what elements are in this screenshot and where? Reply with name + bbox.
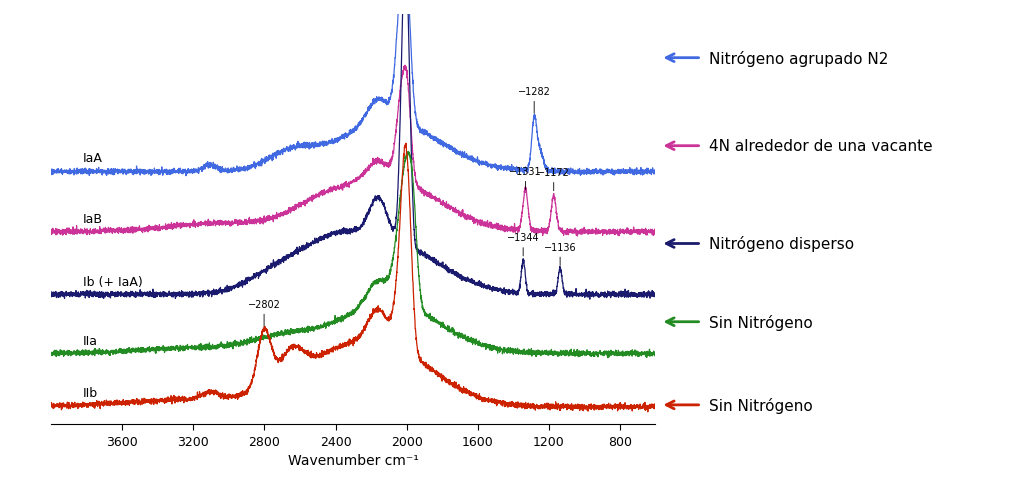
Text: −1331: −1331 (509, 166, 542, 190)
Text: Ib (+ IaA): Ib (+ IaA) (83, 276, 143, 289)
Text: Sin Nitrógeno: Sin Nitrógeno (709, 314, 812, 330)
Text: Nitrógeno agrupado N2: Nitrógeno agrupado N2 (709, 51, 888, 66)
Text: −1172: −1172 (538, 167, 570, 191)
Text: IaA: IaA (83, 151, 103, 164)
Text: IIb: IIb (83, 386, 98, 400)
Text: IIa: IIa (83, 334, 98, 347)
Text: 4N alrededor de una vacante: 4N alrededor de una vacante (709, 139, 932, 154)
Text: −1136: −1136 (544, 242, 577, 266)
Text: Nitrógeno disperso: Nitrógeno disperso (709, 236, 854, 252)
Text: Sin Nitrógeno: Sin Nitrógeno (709, 397, 812, 413)
Text: −1344: −1344 (507, 233, 540, 256)
Text: −2802: −2802 (248, 299, 281, 326)
Text: −1282: −1282 (518, 87, 551, 114)
X-axis label: Wavenumber cm⁻¹: Wavenumber cm⁻¹ (288, 453, 419, 468)
Text: IaB: IaB (83, 213, 103, 226)
